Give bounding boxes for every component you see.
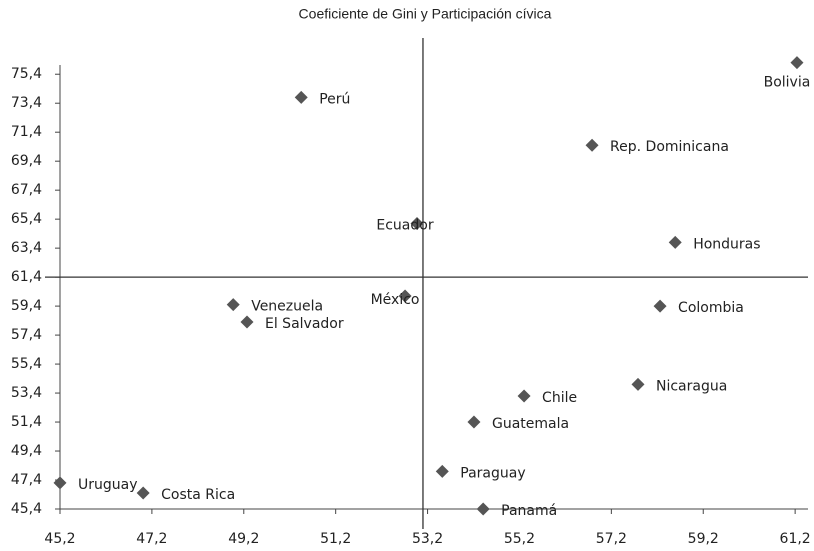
point bbox=[136, 486, 150, 500]
point-label: Nicaragua bbox=[656, 378, 727, 394]
y-tick-label: 53,4 bbox=[11, 385, 42, 401]
y-tick-label: 57,4 bbox=[11, 327, 42, 343]
point bbox=[226, 298, 240, 312]
point bbox=[517, 389, 531, 403]
y-tick-label: 67,4 bbox=[11, 182, 42, 198]
x-tick-label: 49,2 bbox=[228, 531, 259, 547]
point-label: Panamá bbox=[501, 503, 557, 519]
point-label: El Salvador bbox=[265, 316, 344, 332]
y-tick-label: 73,4 bbox=[11, 95, 42, 111]
chart-title: Coeficiente de Gini y Participación cívi… bbox=[299, 6, 552, 22]
x-tick-label: 51,2 bbox=[320, 531, 351, 547]
point bbox=[467, 415, 481, 429]
point-label: Honduras bbox=[693, 236, 760, 252]
point-label: Colombia bbox=[678, 300, 744, 316]
point-label: Ecuador bbox=[376, 218, 433, 234]
point-label: Rep. Dominicana bbox=[610, 139, 729, 155]
y-tick-label: 59,4 bbox=[11, 298, 42, 314]
y-tick-label: 47,4 bbox=[11, 472, 42, 488]
x-tick-label: 61,2 bbox=[780, 531, 811, 547]
point-label: Guatemala bbox=[492, 416, 569, 432]
y-tick-label: 65,4 bbox=[11, 211, 42, 227]
point-label: Bolivia bbox=[764, 75, 811, 91]
point bbox=[53, 476, 67, 490]
point bbox=[790, 56, 804, 70]
point-label: Perú bbox=[319, 91, 350, 107]
y-tick-label: 49,4 bbox=[11, 443, 42, 459]
point-label: Uruguay bbox=[78, 477, 138, 493]
point bbox=[653, 299, 667, 313]
y-tick-label: 55,4 bbox=[11, 356, 42, 372]
point-label: México bbox=[371, 292, 420, 308]
point-label: Paraguay bbox=[460, 465, 525, 481]
y-tick-label: 63,4 bbox=[11, 240, 42, 256]
point-label: Chile bbox=[542, 390, 577, 406]
x-tick-label: 55,2 bbox=[504, 531, 535, 547]
point-label: Costa Rica bbox=[161, 487, 235, 503]
y-tick-label: 51,4 bbox=[11, 414, 42, 430]
y-tick-label: 71,4 bbox=[11, 124, 42, 140]
y-tick-label: 75,4 bbox=[11, 66, 42, 82]
point bbox=[668, 235, 682, 249]
y-tick-label: 45,4 bbox=[11, 501, 42, 517]
point bbox=[240, 315, 254, 329]
point bbox=[410, 217, 424, 231]
point bbox=[435, 464, 449, 478]
x-tick-label: 47,2 bbox=[136, 531, 167, 547]
point-label: Venezuela bbox=[251, 299, 323, 315]
x-tick-label: 45,2 bbox=[44, 531, 75, 547]
y-tick-label: 69,4 bbox=[11, 153, 42, 169]
point bbox=[476, 502, 490, 516]
y-tick-label: 61,4 bbox=[11, 269, 42, 285]
point bbox=[631, 377, 645, 391]
x-tick-label: 53,2 bbox=[412, 531, 443, 547]
x-tick-label: 57,2 bbox=[596, 531, 627, 547]
point bbox=[294, 90, 308, 104]
point bbox=[398, 289, 412, 303]
point bbox=[585, 138, 599, 152]
x-tick-label: 59,2 bbox=[688, 531, 719, 547]
